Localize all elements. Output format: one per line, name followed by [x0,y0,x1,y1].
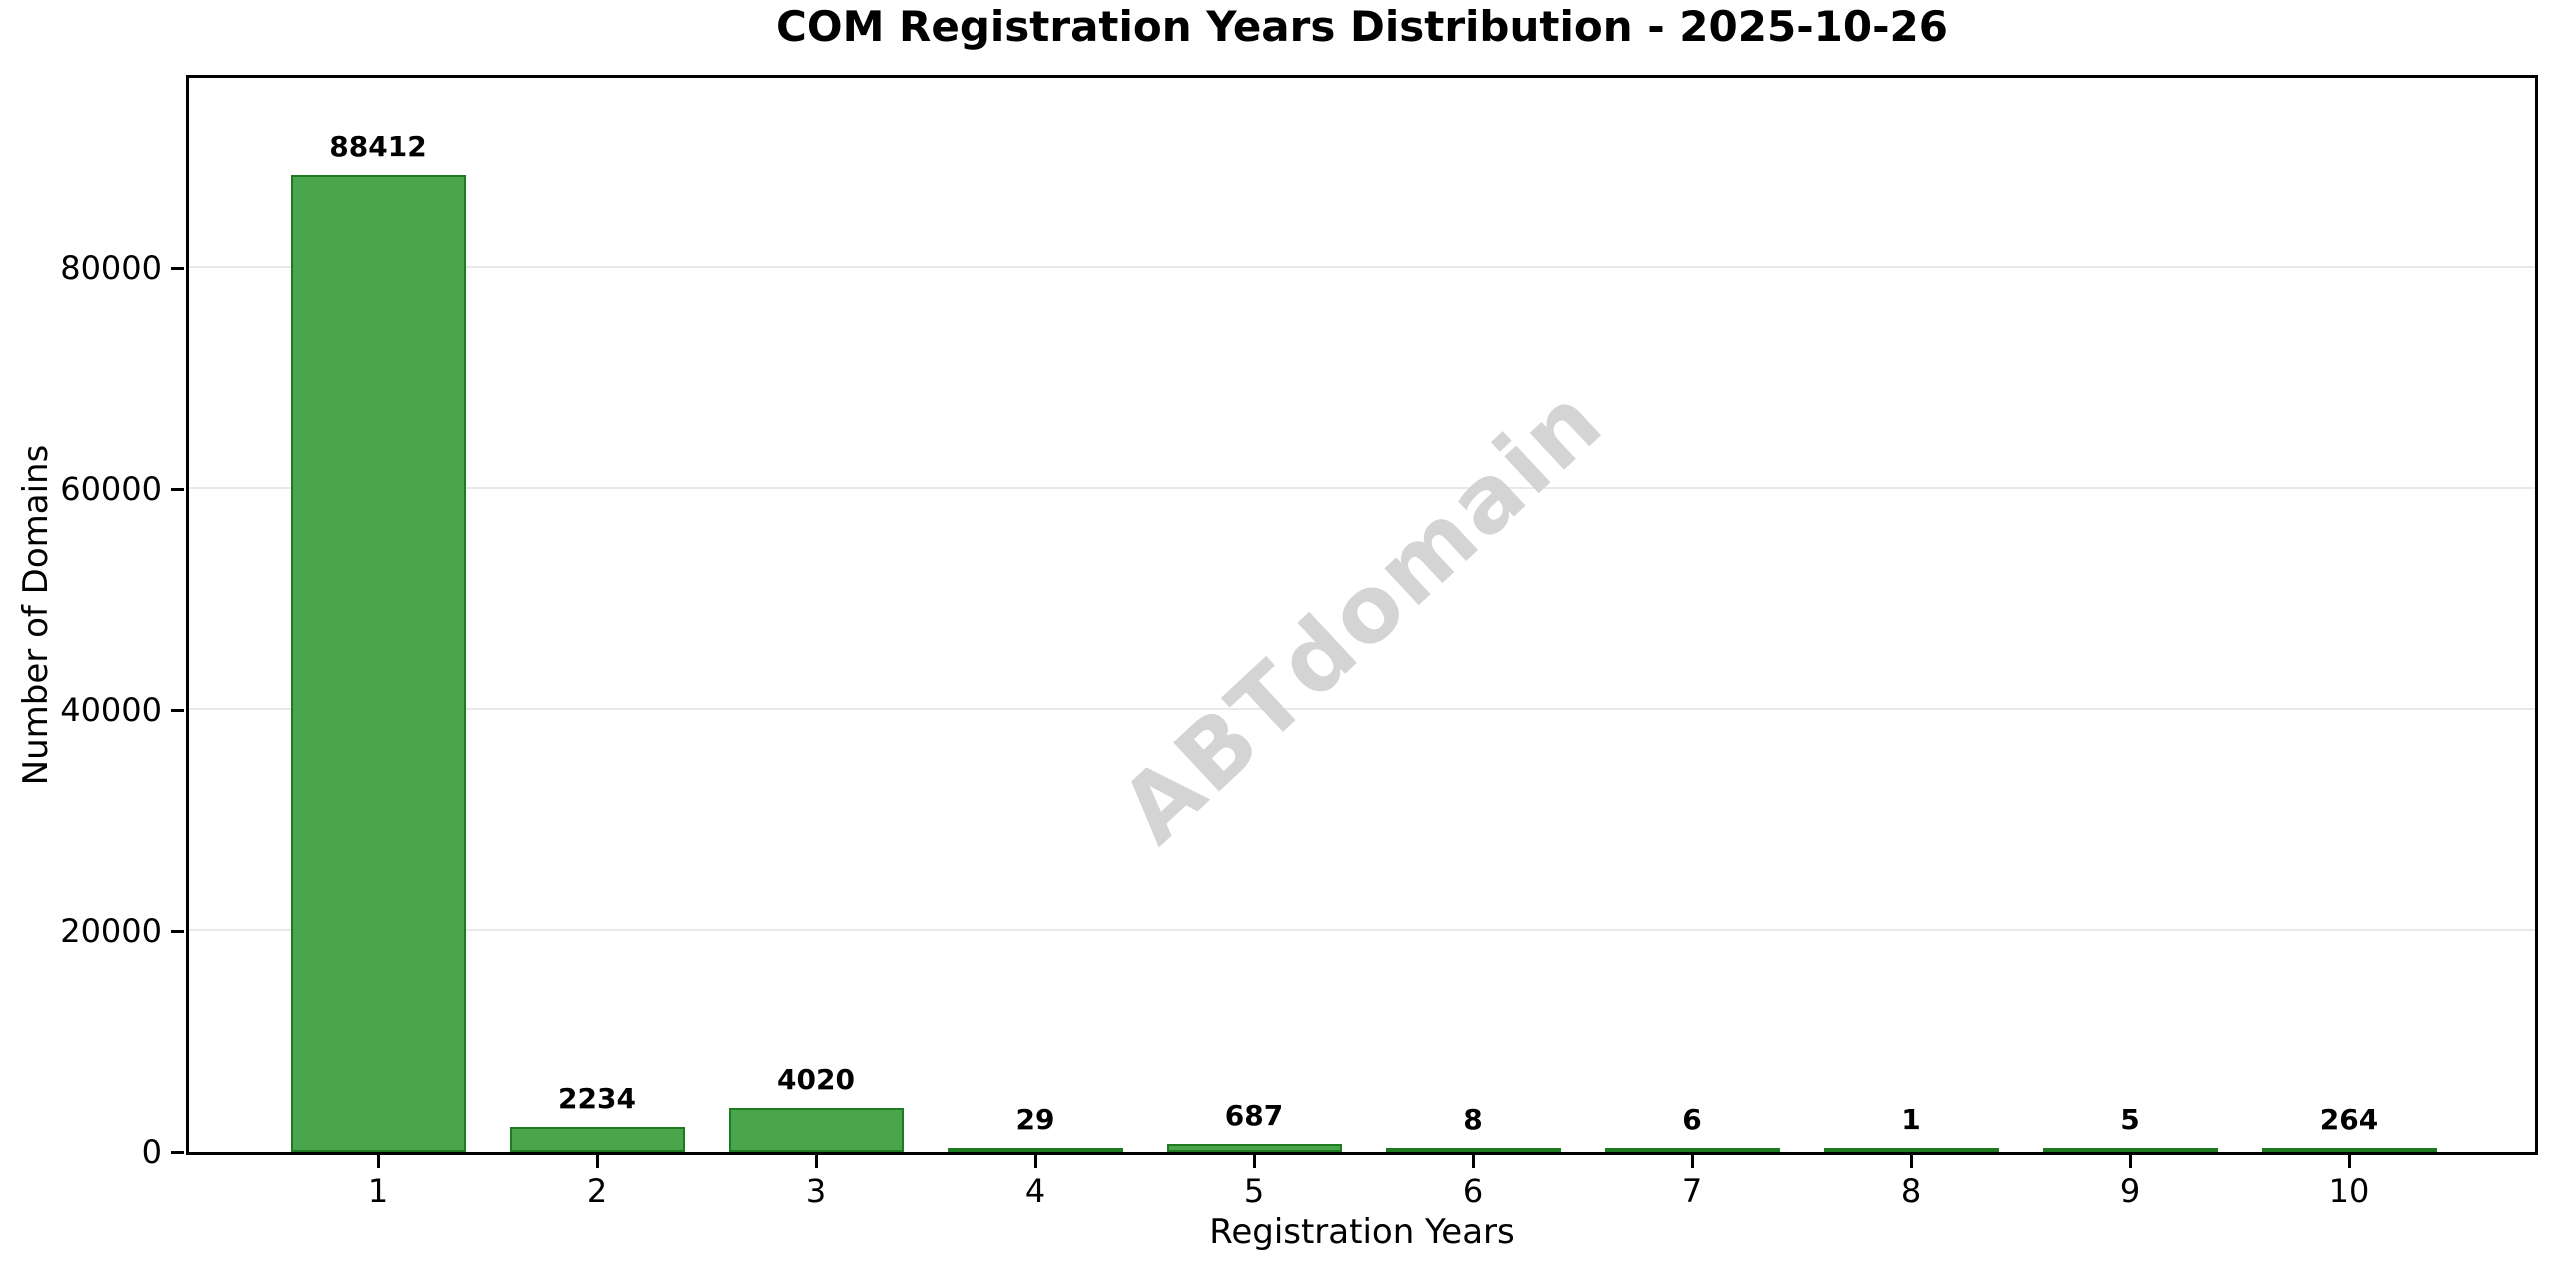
gridline-y40000 [189,708,2535,710]
bar-year-5 [1167,1144,1342,1152]
bar-year-7 [1605,1148,1780,1152]
bar-value-label-year-2: 2234 [558,1082,636,1115]
bar-year-4 [948,1148,1123,1152]
bar-year-8 [1824,1148,1999,1152]
gridline-y20000 [189,929,2535,931]
bar-year-3 [729,1108,904,1152]
x-tick-mark-10 [2348,1155,2351,1168]
x-tick-label-7: 7 [1681,1172,1703,1210]
y-tick-mark-0 [171,1151,184,1154]
bar-year-6 [1386,1148,1561,1152]
bar-value-label-year-10: 264 [2319,1103,2379,1136]
x-tick-label-9: 9 [2119,1172,2141,1210]
bar-year-9 [2043,1148,2218,1152]
bar-value-label-year-9: 5 [2120,1103,2140,1136]
x-tick-mark-6 [1472,1155,1475,1168]
x-tick-label-6: 6 [1462,1172,1484,1210]
gridline-y80000 [189,266,2535,268]
y-tick-label-40000: 40000 [60,691,162,729]
bar-year-2 [510,1127,685,1152]
x-tick-mark-4 [1034,1155,1037,1168]
x-tick-label-1: 1 [367,1172,389,1210]
gridline-y60000 [189,487,2535,489]
plot-area: ABTdomain 88412 2234 4020 29 687 8 6 1 5 264 [186,75,2538,1155]
bar-value-label-year-3: 4020 [777,1063,855,1096]
x-tick-mark-2 [596,1155,599,1168]
bar-value-label-year-4: 29 [1015,1103,1055,1136]
bar-value-label-year-5: 687 [1224,1099,1284,1132]
y-tick-label-20000: 20000 [60,912,162,950]
x-tick-mark-9 [2129,1155,2132,1168]
chart-title: COM Registration Years Distribution - 20… [776,2,1948,51]
bar-value-label-year-1: 88412 [329,130,427,163]
watermark: ABTdomain [1100,366,1624,864]
x-axis-label: Registration Years [1209,1212,1515,1252]
y-tick-mark-80000 [171,267,184,270]
plot-inner: ABTdomain 88412 2234 4020 29 687 8 6 1 5 264 [189,78,2535,1152]
bar-value-label-year-6: 8 [1463,1103,1483,1136]
x-tick-label-4: 4 [1024,1172,1046,1210]
x-tick-mark-8 [1910,1155,1913,1168]
y-tick-label-0: 0 [141,1133,162,1171]
x-tick-label-3: 3 [805,1172,827,1210]
bar-year-10 [2262,1148,2437,1152]
y-tick-mark-20000 [171,930,184,933]
x-tick-label-8: 8 [1900,1172,1922,1210]
bar-value-label-year-8: 1 [1901,1103,1921,1136]
y-tick-label-60000: 60000 [60,470,162,508]
x-tick-mark-5 [1253,1155,1256,1168]
y-tick-label-80000: 80000 [60,249,162,287]
x-tick-label-5: 5 [1243,1172,1265,1210]
x-tick-label-2: 2 [586,1172,608,1210]
y-tick-mark-40000 [171,709,184,712]
x-tick-mark-3 [815,1155,818,1168]
bar-year-1 [291,175,466,1152]
bar-value-label-year-7: 6 [1682,1103,1702,1136]
x-tick-mark-1 [377,1155,380,1168]
y-tick-mark-60000 [171,488,184,491]
x-tick-mark-7 [1691,1155,1694,1168]
x-tick-label-10: 10 [2328,1172,2370,1210]
